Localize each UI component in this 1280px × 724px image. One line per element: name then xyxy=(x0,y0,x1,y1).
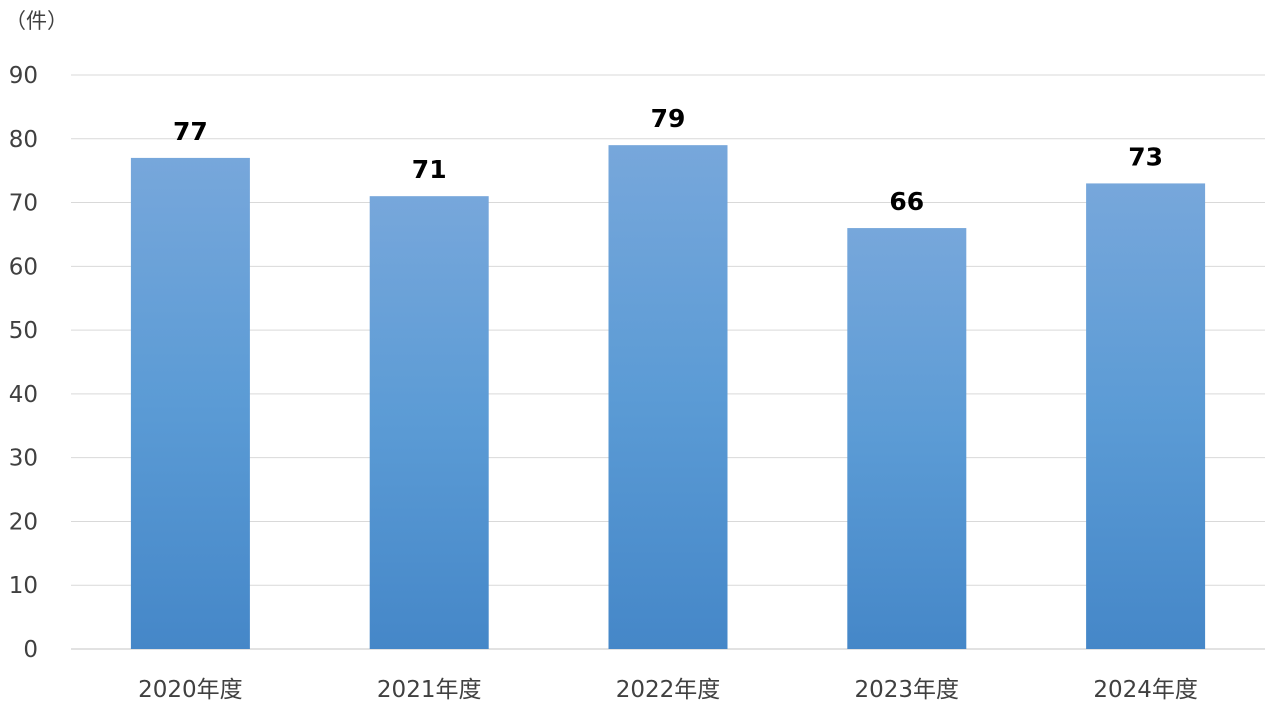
bars xyxy=(130,145,1206,650)
x-tick-label: 2020年度 xyxy=(138,677,243,703)
x-tick-label: 2023年度 xyxy=(855,677,960,703)
data-label: 71 xyxy=(412,155,447,184)
y-tick-label: 30 xyxy=(9,446,38,472)
bar xyxy=(369,196,489,649)
bar xyxy=(608,145,728,649)
y-tick-label: 10 xyxy=(9,573,38,599)
data-label: 66 xyxy=(889,187,924,216)
y-axis-unit-label: （件） xyxy=(5,9,68,33)
x-tick-label: 2021年度 xyxy=(377,677,482,703)
x-tick-label: 2024年度 xyxy=(1093,677,1198,703)
y-tick-label: 90 xyxy=(9,63,38,89)
y-axis-ticks: 0 10 20 30 40 50 60 70 80 90 xyxy=(9,63,38,663)
y-tick-label: 0 xyxy=(23,637,38,663)
y-tick-label: 60 xyxy=(9,254,38,280)
y-tick-label: 70 xyxy=(9,191,38,217)
bar xyxy=(1086,183,1206,649)
data-label: 77 xyxy=(173,117,208,146)
data-labels: 77 71 79 66 73 xyxy=(173,104,1163,216)
y-tick-label: 40 xyxy=(9,382,38,408)
x-tick-label: 2022年度 xyxy=(616,677,721,703)
y-tick-label: 20 xyxy=(9,509,38,535)
y-tick-label: 50 xyxy=(9,318,38,344)
data-label: 73 xyxy=(1128,142,1163,171)
x-axis-ticks: 2020年度 2021年度 2022年度 2023年度 2024年度 xyxy=(138,677,1198,703)
y-tick-label: 80 xyxy=(9,127,38,153)
bar xyxy=(847,228,967,650)
data-label: 79 xyxy=(651,104,686,133)
bar xyxy=(130,157,250,649)
